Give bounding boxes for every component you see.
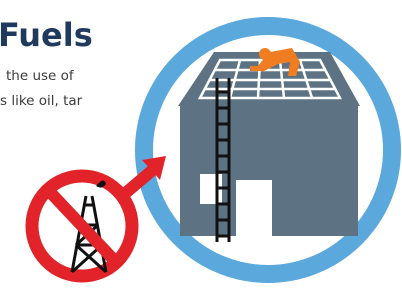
infographic: Fuels the use of s like oil, tar — [0, 0, 402, 297]
body-line: s like oil, tar — [0, 93, 83, 109]
no-oil-sign — [32, 156, 166, 276]
page: Fuels the use of s like oil, tar — [0, 0, 402, 297]
body-line: the use of — [6, 68, 75, 84]
title: Fuels — [0, 16, 93, 54]
